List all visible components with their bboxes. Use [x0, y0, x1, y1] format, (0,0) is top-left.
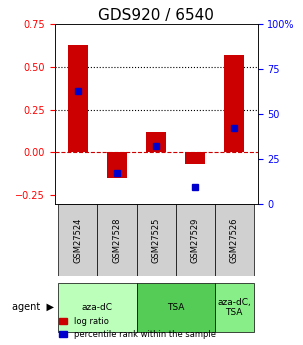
Bar	[68, 45, 88, 152]
FancyBboxPatch shape	[175, 204, 215, 276]
FancyBboxPatch shape	[137, 204, 175, 276]
Title: GDS920 / 6540: GDS920 / 6540	[98, 8, 214, 23]
Text: GSM27529: GSM27529	[191, 217, 200, 263]
Text: GSM27526: GSM27526	[230, 217, 239, 263]
Bar	[224, 55, 244, 152]
Text: GSM27528: GSM27528	[112, 217, 122, 263]
FancyBboxPatch shape	[215, 204, 254, 276]
Bar	[146, 132, 166, 152]
FancyBboxPatch shape	[98, 204, 137, 276]
Text: aza-dC: aza-dC	[82, 303, 113, 312]
FancyBboxPatch shape	[215, 283, 254, 332]
FancyBboxPatch shape	[137, 283, 215, 332]
Bar	[185, 152, 205, 164]
FancyBboxPatch shape	[58, 283, 137, 332]
Text: agent  ▶: agent ▶	[12, 302, 54, 312]
Text: aza-dC,
TSA: aza-dC, TSA	[217, 298, 251, 317]
FancyBboxPatch shape	[58, 204, 98, 276]
Bar	[107, 152, 127, 178]
Text: GSM27525: GSM27525	[152, 217, 161, 263]
Text: GSM27524: GSM27524	[73, 217, 82, 263]
Legend: log ratio, percentile rank within the sample: log ratio, percentile rank within the sa…	[59, 317, 216, 339]
Text: TSA: TSA	[167, 303, 184, 312]
